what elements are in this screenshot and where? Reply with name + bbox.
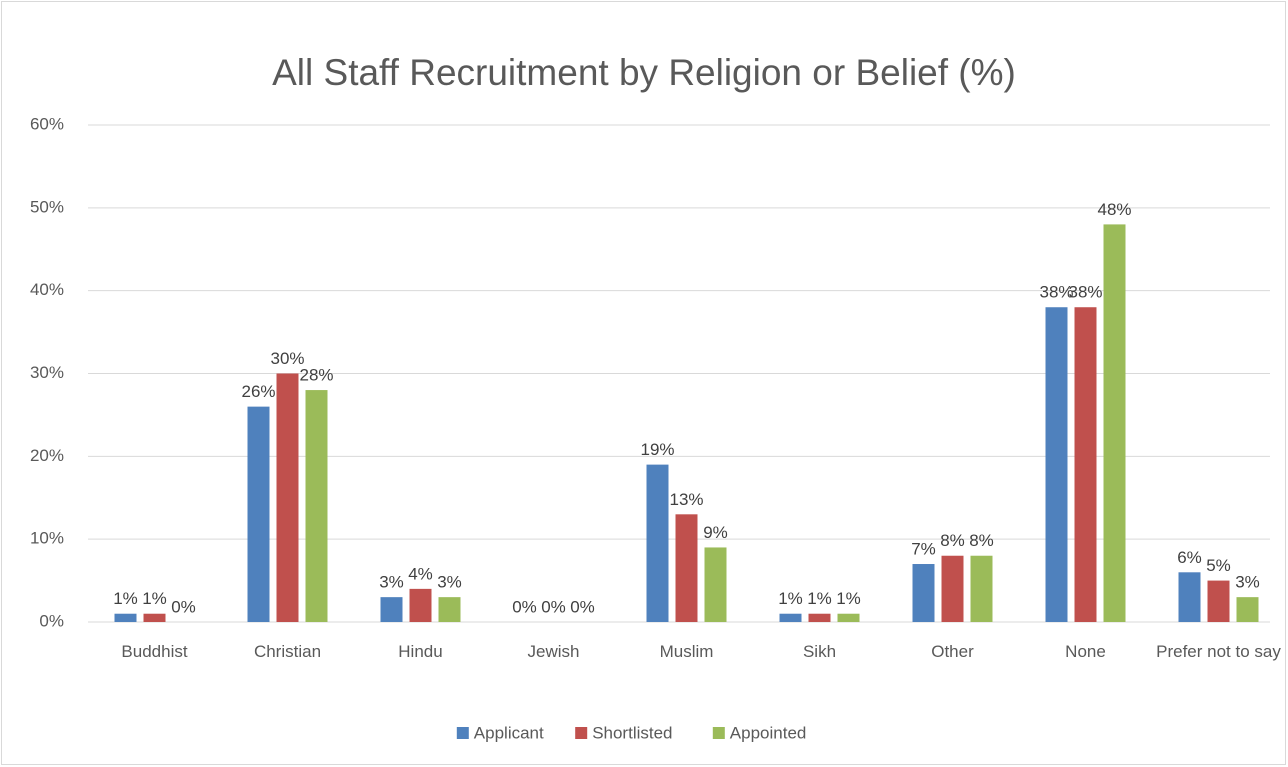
bar — [438, 597, 461, 622]
bar — [1236, 597, 1259, 622]
x-tick-label-box: Sikh — [802, 642, 837, 661]
bar — [704, 547, 727, 622]
data-label: 38% — [1068, 283, 1102, 302]
data-label: 8% — [969, 531, 994, 550]
data-label: 3% — [1235, 573, 1260, 592]
bar — [143, 613, 166, 622]
data-label: 3% — [437, 573, 462, 592]
data-label: 28% — [299, 366, 333, 385]
bar — [808, 613, 831, 622]
bar — [1207, 580, 1230, 622]
data-label: 13% — [669, 490, 703, 509]
bar — [837, 613, 860, 622]
data-label: 0% — [541, 597, 566, 616]
data-label: 8% — [940, 531, 965, 550]
x-tick-label: Prefer not to say — [1156, 642, 1281, 661]
data-label: 0% — [570, 597, 595, 616]
x-tick-label: Sikh — [802, 642, 837, 661]
data-label: 0% — [171, 597, 196, 616]
x-tick-label-box: Other — [931, 642, 974, 661]
data-label: 1% — [113, 589, 138, 608]
data-label: 3% — [379, 573, 404, 592]
data-label: 0% — [512, 597, 537, 616]
data-label: 1% — [142, 589, 167, 608]
x-tick-label: Muslim — [659, 642, 714, 661]
chart-title: All Staff Recruitment by Religion or Bel… — [272, 52, 1016, 93]
data-label: 5% — [1206, 556, 1231, 575]
bar — [912, 564, 935, 622]
x-tick-label: Buddhist — [121, 642, 188, 661]
x-tick-label: None — [1065, 642, 1106, 661]
data-label: 48% — [1097, 200, 1131, 219]
x-tick-label-box: Christian — [253, 642, 322, 661]
bar — [409, 588, 432, 622]
x-tick-label: Other — [931, 642, 974, 661]
y-tick-label: 10% — [30, 529, 64, 548]
legend-swatch — [456, 727, 469, 739]
x-tick-label: Christian — [253, 642, 322, 661]
x-tick-label: Hindu — [398, 642, 443, 661]
bar — [1178, 572, 1201, 622]
legend-label: Applicant — [474, 723, 544, 742]
data-label: 7% — [911, 540, 936, 559]
data-label: 4% — [408, 564, 433, 583]
y-tick-label: 40% — [30, 280, 64, 299]
legend-label: Shortlisted — [592, 723, 672, 742]
x-tick-label-box: Hindu — [398, 642, 443, 661]
y-tick-label: 60% — [30, 114, 64, 133]
x-tick-label-box: Jewish — [527, 642, 580, 661]
bar — [941, 555, 964, 622]
y-tick-label: 20% — [30, 446, 64, 465]
bar — [247, 406, 270, 622]
y-tick-label: 30% — [30, 363, 64, 382]
data-label: 1% — [836, 589, 861, 608]
legend-swatch — [575, 727, 588, 739]
bar — [114, 613, 137, 622]
x-tick-label-box: None — [1065, 642, 1106, 661]
bar — [646, 464, 669, 622]
data-label: 26% — [241, 382, 275, 401]
data-label: 38% — [1039, 283, 1073, 302]
bar — [1074, 307, 1097, 622]
data-label: 6% — [1177, 548, 1202, 567]
data-label: 9% — [703, 523, 728, 542]
bar — [1045, 307, 1068, 622]
bar — [1103, 224, 1126, 622]
bar — [305, 390, 328, 622]
legend-swatch — [712, 727, 725, 739]
bar — [380, 597, 403, 622]
y-tick-label: 0% — [39, 611, 64, 630]
x-tick-label: Jewish — [527, 642, 580, 661]
data-label: 30% — [270, 349, 304, 368]
bar — [779, 613, 802, 622]
data-label: 1% — [807, 589, 832, 608]
bar — [970, 555, 993, 622]
x-tick-label-box: Muslim — [659, 642, 714, 661]
legend-label: Appointed — [730, 723, 807, 742]
data-label: 19% — [640, 440, 674, 459]
y-tick-label: 50% — [30, 197, 64, 216]
bar — [276, 373, 299, 622]
data-label: 1% — [778, 589, 803, 608]
x-tick-label-box: Buddhist — [121, 642, 188, 661]
bar — [675, 514, 698, 622]
x-tick-label-box: Prefer not to say — [1156, 642, 1281, 661]
